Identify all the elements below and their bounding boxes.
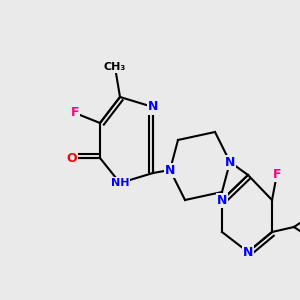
Text: F: F (71, 106, 79, 119)
Text: F: F (273, 167, 281, 181)
Text: N: N (225, 155, 235, 169)
Text: CH₃: CH₃ (104, 62, 126, 72)
Text: N: N (243, 245, 253, 259)
Text: N: N (148, 100, 158, 113)
Text: NH: NH (111, 178, 129, 188)
Text: O: O (67, 152, 77, 164)
Text: N: N (165, 164, 175, 176)
Text: N: N (217, 194, 227, 206)
